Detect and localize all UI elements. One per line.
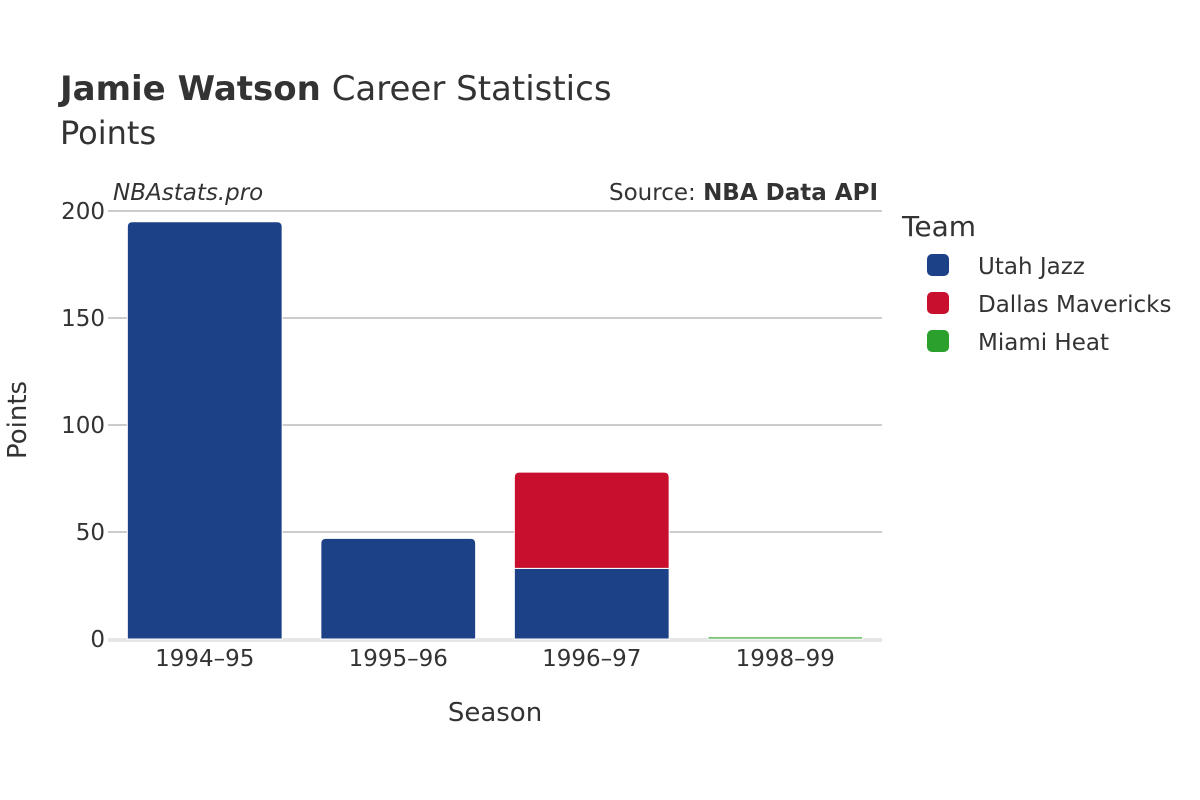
chart-title-rest: Career Statistics xyxy=(332,69,612,109)
bar-dallas-mavericks-2[interactable] xyxy=(513,471,670,569)
x-axis-ticks: 1994–95 1995–96 1996–97 1998–99 xyxy=(155,646,835,672)
y-axis-ticks: 0 50 100 150 200 xyxy=(61,199,105,653)
y-tick-label: 0 xyxy=(90,627,105,653)
y-tick-label: 200 xyxy=(61,199,105,225)
x-tick-label: 1998–99 xyxy=(736,646,835,672)
legend-swatch xyxy=(927,292,949,314)
chart-subtitle: Points xyxy=(60,114,156,152)
source-prefix: Source: xyxy=(609,180,703,206)
legend-label: Miami Heat xyxy=(978,330,1109,356)
watermark: NBAstats.pro xyxy=(113,180,263,206)
legend-label: Utah Jazz xyxy=(978,254,1085,280)
y-tick-label: 100 xyxy=(61,413,105,439)
x-tick-label: 1994–95 xyxy=(155,646,254,672)
legend-item-utah-jazz[interactable]: Utah Jazz xyxy=(927,254,1085,280)
y-tick-label: 150 xyxy=(61,306,105,332)
x-axis-title: Season xyxy=(448,698,542,728)
chart-title: Jamie Watson Career Statistics xyxy=(58,69,612,109)
legend-swatch xyxy=(927,330,949,352)
legend-title: Team xyxy=(901,210,976,243)
chart-title-spacer xyxy=(321,69,332,109)
bar-utah-jazz-2[interactable] xyxy=(513,567,670,640)
bar-utah-jazz-1[interactable] xyxy=(320,537,477,640)
source-name: NBA Data API xyxy=(703,180,878,206)
bar-miami-heat-3[interactable] xyxy=(707,636,864,640)
y-axis-title: Points xyxy=(3,381,33,459)
legend-swatch xyxy=(927,254,949,276)
legend-item-dallas-mavericks[interactable]: Dallas Mavericks xyxy=(927,292,1171,318)
y-tick-label: 50 xyxy=(76,520,105,546)
legend-item-miami-heat[interactable]: Miami Heat xyxy=(927,330,1109,356)
x-tick-label: 1995–96 xyxy=(349,646,448,672)
chart-title-bold: Jamie Watson xyxy=(58,69,321,109)
legend: Utah Jazz Dallas Mavericks Miami Heat xyxy=(927,254,1171,356)
source-credit: Source: NBA Data API xyxy=(609,180,878,206)
x-tick-label: 1996–97 xyxy=(542,646,641,672)
bar-utah-jazz-0[interactable] xyxy=(126,221,283,640)
bars-layer xyxy=(126,221,864,640)
legend-label: Dallas Mavericks xyxy=(978,292,1171,318)
